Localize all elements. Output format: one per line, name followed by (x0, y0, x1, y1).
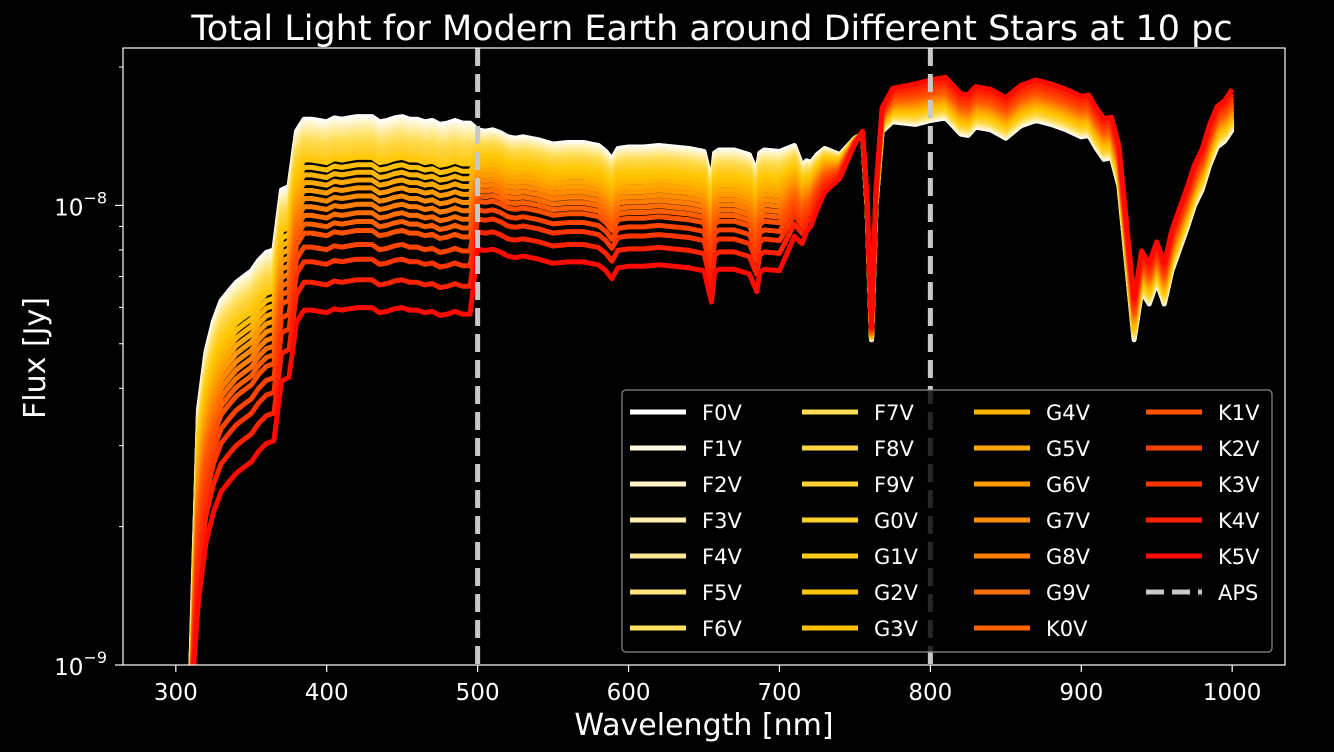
y-tick-label: 10−9 (54, 648, 107, 681)
legend-label-K5V: K5V (1218, 545, 1260, 569)
y-tick-label: 10−8 (54, 188, 107, 221)
series-line-K5V (191, 74, 1235, 665)
legend-label-G7V: G7V (1046, 509, 1091, 533)
legend-label-K4V: K4V (1218, 509, 1260, 533)
x-tick-label: 1000 (1203, 680, 1262, 706)
legend-label-K3V: K3V (1218, 473, 1260, 497)
legend-label-F0V: F0V (702, 401, 742, 425)
x-tick-label: 700 (758, 680, 802, 706)
x-axis: 300 400 500 600 700 800 900 1000 (154, 665, 1262, 706)
legend-label-F2V: F2V (702, 473, 742, 497)
y-axis-label: Flux [Jy] (18, 297, 53, 419)
legend-label-G0V: G0V (874, 509, 919, 533)
x-axis-label: Wavelength [nm] (574, 708, 833, 743)
legend-label-G9V: G9V (1046, 581, 1091, 605)
legend-label-G5V: G5V (1046, 437, 1091, 461)
legend-label-G3V: G3V (874, 617, 919, 641)
legend-label-G6V: G6V (1046, 473, 1091, 497)
x-tick-label: 600 (607, 680, 651, 706)
legend-label-F9V: F9V (874, 473, 914, 497)
legend-label-G2V: G2V (874, 581, 919, 605)
plot-area (187, 74, 1235, 665)
series-line-K4V (190, 79, 1235, 665)
legend-label-F7V: F7V (874, 401, 914, 425)
legend: F0V F1V F2V F3V F4V F5V F6V F7V F8V F9V G0V G1V G2V G… (621, 389, 1273, 653)
legend-box (621, 389, 1273, 653)
legend-label-APS: APS (1218, 581, 1258, 605)
legend-label-F8V: F8V (874, 437, 914, 461)
x-tick-label: 900 (1059, 680, 1103, 706)
x-tick-label: 500 (456, 680, 500, 706)
legend-label-G1V: G1V (874, 545, 919, 569)
legend-label-K2V: K2V (1218, 437, 1260, 461)
legend-label-F6V: F6V (702, 617, 742, 641)
legend-label-F5V: F5V (702, 581, 742, 605)
x-tick-label: 400 (305, 680, 349, 706)
legend-label-F4V: F4V (702, 545, 742, 569)
legend-label-F3V: F3V (702, 509, 742, 533)
plot-frame (122, 47, 1286, 666)
legend-label-K0V: K0V (1046, 617, 1088, 641)
legend-label-F1V: F1V (702, 437, 742, 461)
chart-title: Total Light for Modern Earth around Diff… (190, 9, 1232, 49)
legend-label-K1V: K1V (1218, 401, 1260, 425)
legend-label-G8V: G8V (1046, 545, 1091, 569)
y-axis: 10−9 10−8 (54, 66, 123, 681)
x-tick-label: 800 (908, 680, 952, 706)
series-line-K3V (190, 82, 1235, 665)
x-tick-label: 300 (154, 680, 198, 706)
legend-label-G4V: G4V (1046, 401, 1091, 425)
